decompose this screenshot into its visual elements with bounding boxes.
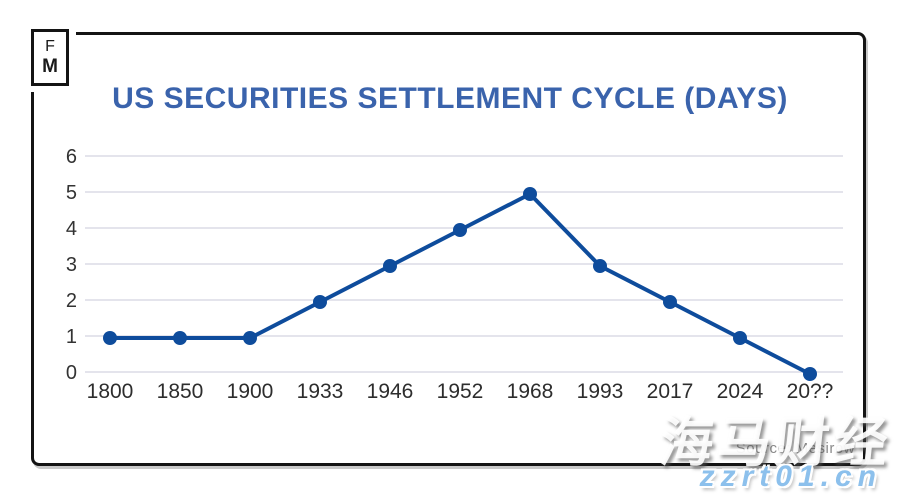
source-caption: Source: Mesirow: [735, 440, 855, 457]
data-point: [593, 259, 607, 273]
x-tick-label: 1968: [507, 380, 554, 403]
y-tick-label: 0: [66, 362, 77, 384]
x-tick-label: 1993: [577, 380, 624, 403]
x-tick-label: 1933: [297, 380, 344, 403]
y-tick-label: 1: [66, 326, 77, 348]
data-point: [803, 367, 817, 381]
x-tick-label: 2024: [717, 380, 764, 403]
x-axis-labels: 1800 1850 1900 1933 1946 1952 1968 1993 2017 2024…: [87, 380, 834, 403]
data-point: [523, 187, 537, 201]
x-tick-label: 1900: [227, 380, 274, 403]
logo-letter-f: F: [45, 38, 55, 55]
fm-logo: F M: [31, 29, 69, 86]
y-tick-label: 5: [66, 182, 77, 204]
data-point: [243, 331, 257, 345]
x-tick-label: 20??: [787, 380, 834, 403]
y-tick-label: 4: [66, 218, 77, 240]
data-line: [108, 192, 812, 376]
data-point: [383, 259, 397, 273]
x-tick-label: 1952: [437, 380, 484, 403]
x-tick-label: 1800: [87, 380, 134, 403]
x-tick-label: 1946: [367, 380, 414, 403]
data-point: [453, 223, 467, 237]
data-points: [103, 187, 817, 381]
data-point: [733, 331, 747, 345]
logo-letter-m: M: [42, 56, 58, 77]
data-point: [663, 295, 677, 309]
watermark-domain: zzrt01.cn: [699, 460, 882, 493]
x-tick-label: 1850: [157, 380, 204, 403]
data-point: [173, 331, 187, 345]
y-tick-label: 2: [66, 290, 77, 312]
data-point: [313, 295, 327, 309]
x-tick-label: 2017: [647, 380, 694, 403]
y-tick-label: 6: [66, 146, 77, 168]
y-tick-label: 3: [66, 254, 77, 276]
data-point: [103, 331, 117, 345]
chart-card: [31, 32, 866, 466]
y-axis-labels: 0 1 2 3 4 5 6: [66, 146, 77, 384]
chart-title: US SECURITIES SETTLEMENT CYCLE (DAYS): [112, 82, 788, 115]
